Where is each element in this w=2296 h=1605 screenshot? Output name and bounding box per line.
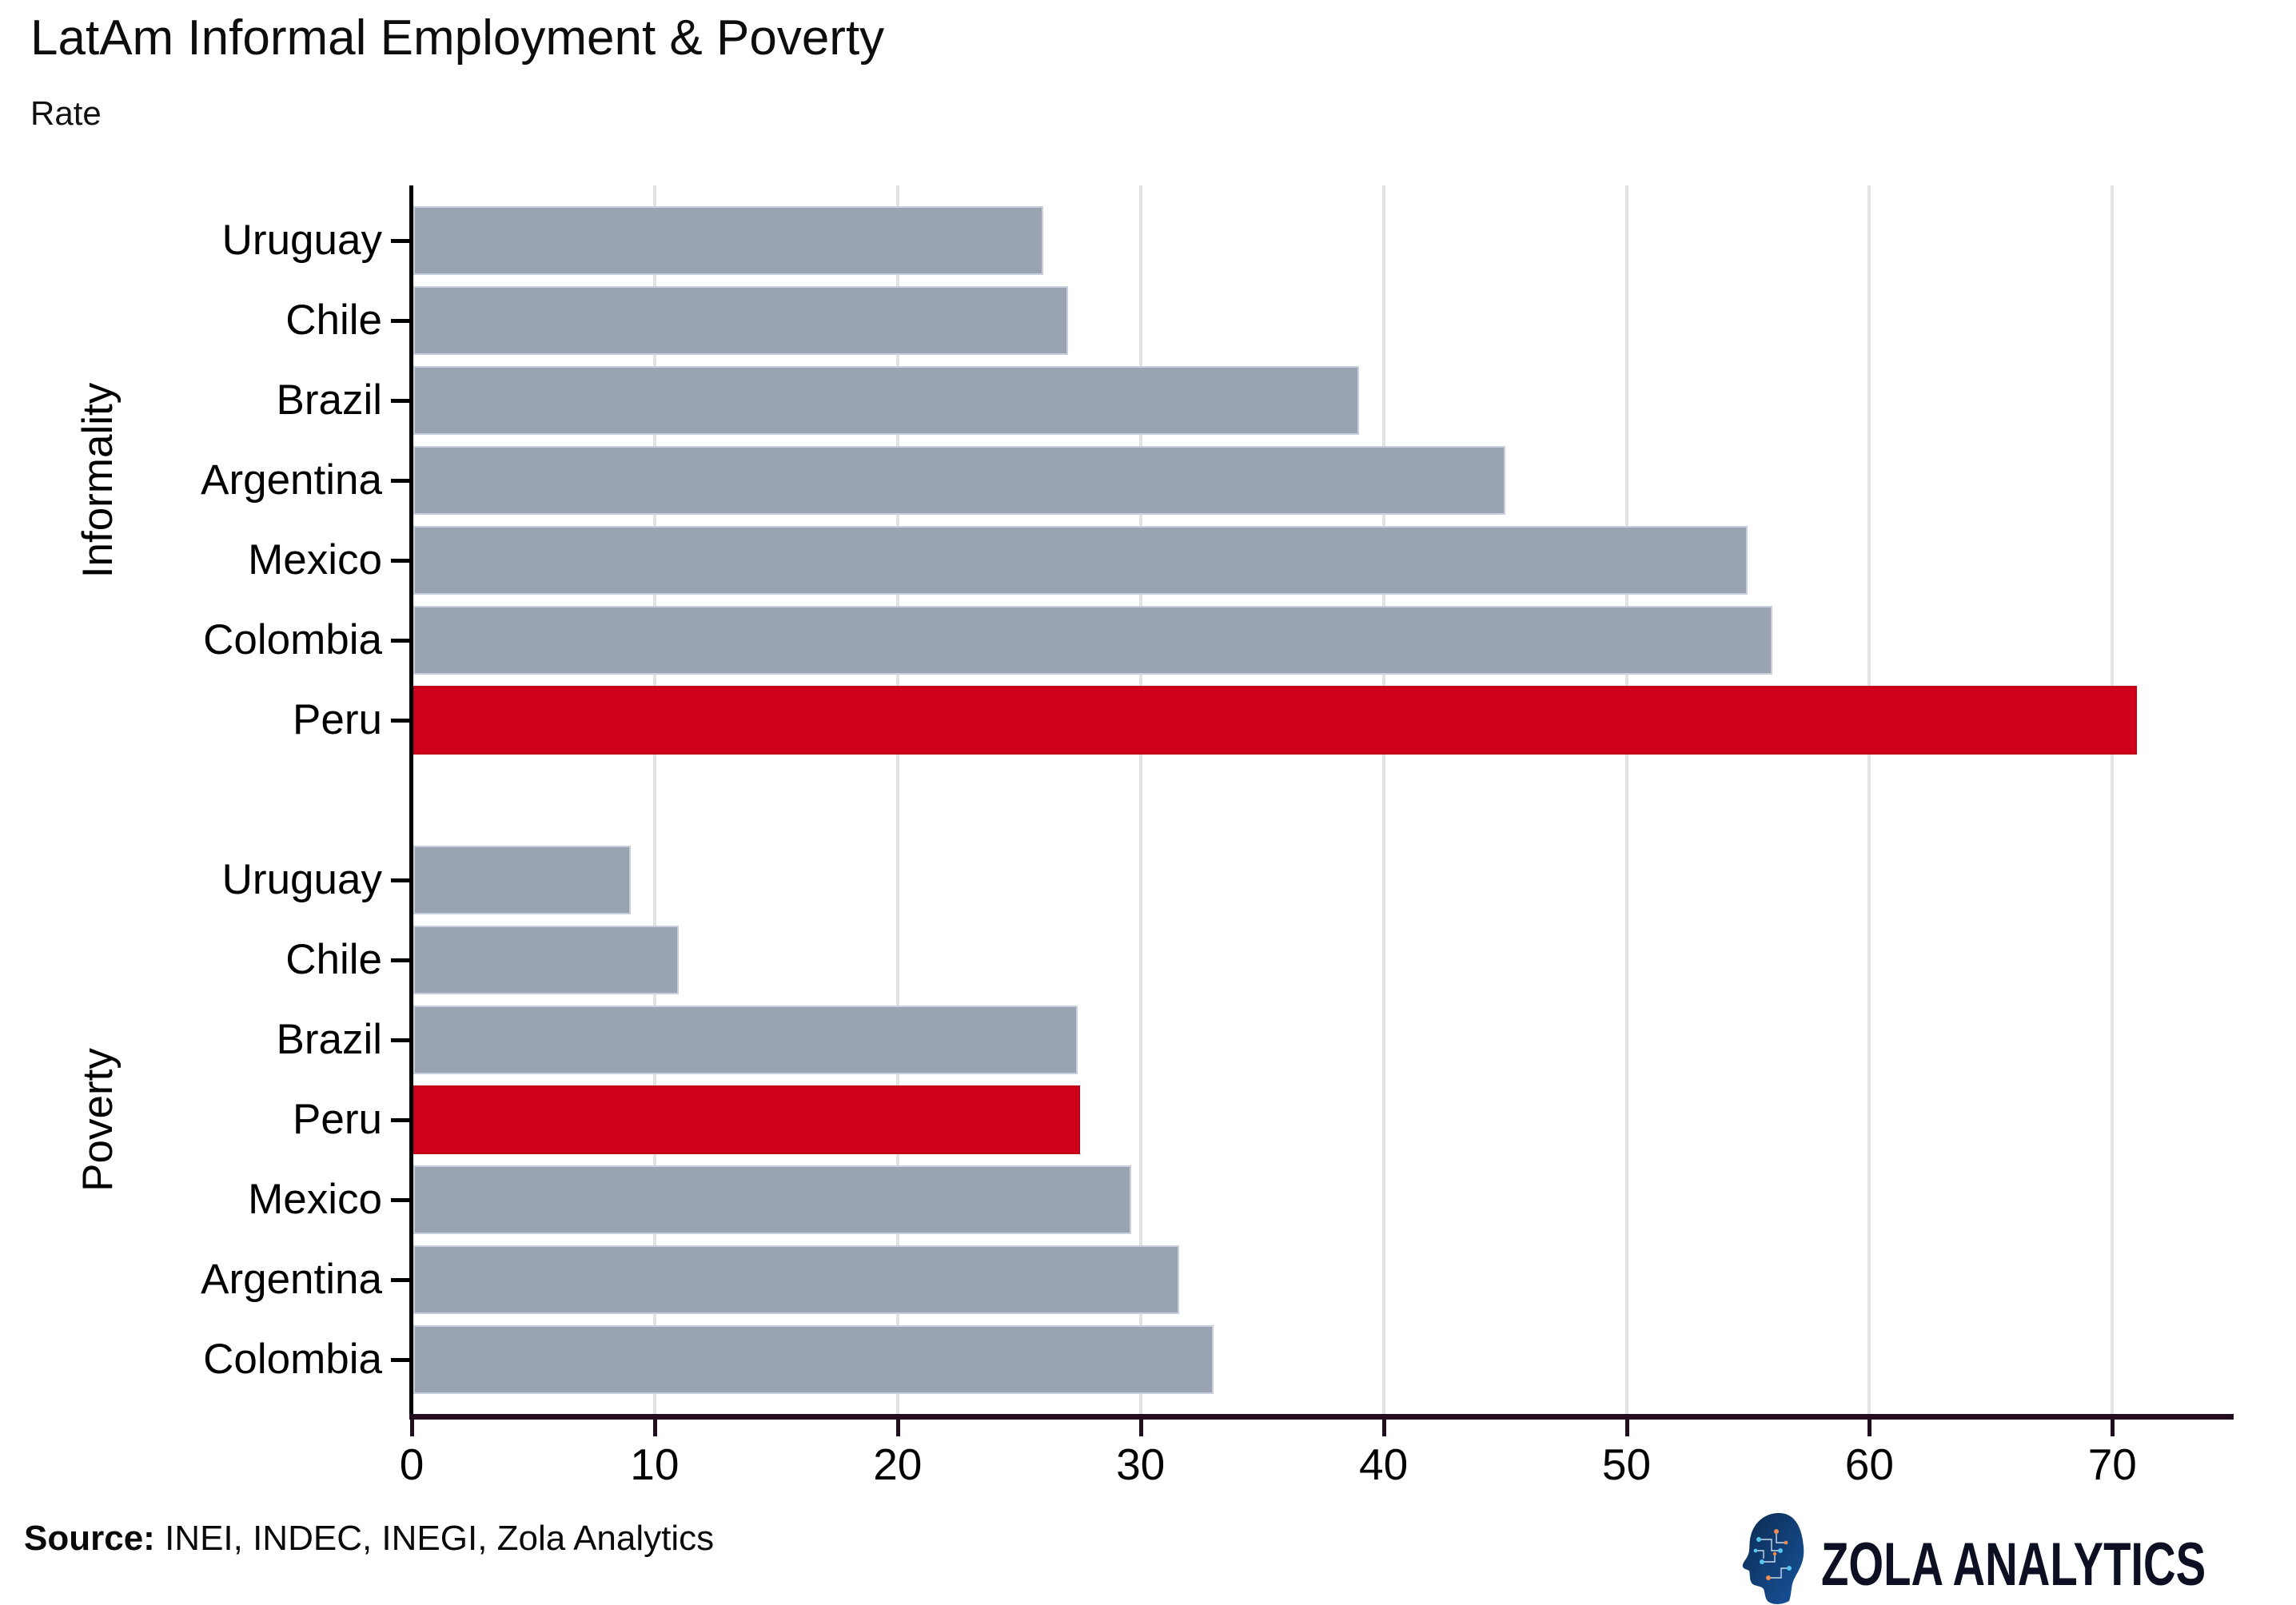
bar-informality-colombia [413, 606, 1772, 675]
ylabel-poverty-brazil: Brazil [276, 1016, 382, 1063]
group-label-informality: Informality [74, 382, 122, 579]
bar-informality-mexico [413, 526, 1748, 595]
bar-poverty-colombia [413, 1325, 1214, 1394]
bar-informality-peru [413, 686, 2137, 755]
bar-poverty-argentina [413, 1245, 1180, 1314]
ytick-poverty-peru [391, 1118, 412, 1122]
ylabel-informality-colombia: Colombia [203, 616, 382, 663]
bar-informality-brazil [413, 366, 1360, 435]
xlabel-70: 70 [2087, 1440, 2137, 1489]
xtick-40 [1381, 1420, 1386, 1436]
xtick-20 [895, 1420, 900, 1436]
source-label: Source: [24, 1519, 155, 1558]
ylabel-informality-uruguay: Uruguay [221, 217, 382, 264]
chart-title: LatAm Informal Employment & Poverty [30, 10, 885, 66]
bar-poverty-brazil [413, 1006, 1078, 1074]
source-note: Source: INEI, INDEC, INEGI, Zola Analyti… [24, 1519, 714, 1559]
x-axis-line [409, 1414, 2234, 1420]
bar-poverty-uruguay [413, 846, 631, 914]
xlabel-30: 30 [1116, 1440, 1166, 1489]
ytick-poverty-brazil [391, 1038, 412, 1042]
gridline-40 [1381, 185, 1385, 1414]
xtick-0 [410, 1420, 414, 1436]
ylabel-poverty-argentina: Argentina [201, 1256, 382, 1303]
ytick-poverty-mexico [391, 1198, 412, 1202]
ytick-informality-peru [391, 719, 412, 723]
ytick-informality-chile [391, 319, 412, 323]
ylabel-poverty-chile: Chile [285, 936, 382, 983]
ytick-informality-argentina [391, 479, 412, 483]
xtick-60 [1867, 1420, 1872, 1436]
ylabel-informality-mexico: Mexico [248, 536, 382, 583]
ylabel-poverty-colombia: Colombia [203, 1336, 382, 1383]
group-label-poverty: Poverty [74, 1048, 122, 1192]
gridline-10 [652, 185, 656, 1414]
gridline-30 [1138, 185, 1142, 1414]
xtick-30 [1138, 1420, 1143, 1436]
xtick-10 [652, 1420, 657, 1436]
ytick-poverty-colombia [391, 1358, 412, 1362]
bar-informality-chile [413, 286, 1068, 355]
ytick-poverty-chile [391, 958, 412, 962]
bar-poverty-mexico [413, 1165, 1131, 1234]
ylabel-poverty-mexico: Mexico [248, 1176, 382, 1223]
ylabel-poverty-peru: Peru [293, 1096, 382, 1143]
gridline-50 [1624, 185, 1628, 1414]
ylabel-informality-argentina: Argentina [201, 456, 382, 504]
source-text: INEI, INDEC, INEGI, Zola Analytics [165, 1519, 715, 1558]
bar-poverty-chile [413, 926, 680, 994]
ytick-informality-colombia [391, 639, 412, 643]
y-axis-line [409, 185, 413, 1420]
ylabel-informality-brazil: Brazil [276, 376, 382, 424]
zola-head-icon [1742, 1512, 1804, 1604]
ytick-poverty-argentina [391, 1278, 412, 1282]
ylabel-informality-chile: Chile [285, 297, 382, 344]
brand-logo: ZOLA ANALYTICS [1736, 1506, 2280, 1605]
bar-poverty-peru [413, 1085, 1080, 1154]
gridline-60 [1867, 185, 1871, 1414]
ylabel-poverty-uruguay: Uruguay [221, 856, 382, 903]
ytick-informality-brazil [391, 399, 412, 403]
xtick-70 [2111, 1420, 2115, 1436]
xtick-50 [1624, 1420, 1629, 1436]
gridline-70 [2111, 185, 2115, 1414]
ytick-poverty-uruguay [391, 878, 412, 882]
xlabel-40: 40 [1359, 1440, 1409, 1489]
xlabel-10: 10 [630, 1440, 680, 1489]
ytick-informality-uruguay [391, 239, 412, 243]
bar-informality-argentina [413, 446, 1505, 515]
xlabel-0: 0 [399, 1440, 425, 1489]
brand-name: ZOLA ANALYTICS [1821, 1531, 2206, 1599]
bar-informality-uruguay [413, 206, 1044, 275]
xlabel-60: 60 [1844, 1440, 1894, 1489]
xlabel-50: 50 [1601, 1440, 1652, 1489]
chart-subtitle: Rate [30, 94, 102, 132]
gridline-20 [895, 185, 899, 1414]
ytick-informality-mexico [391, 559, 412, 563]
ylabel-informality-peru: Peru [293, 696, 382, 743]
xlabel-20: 20 [873, 1440, 923, 1489]
